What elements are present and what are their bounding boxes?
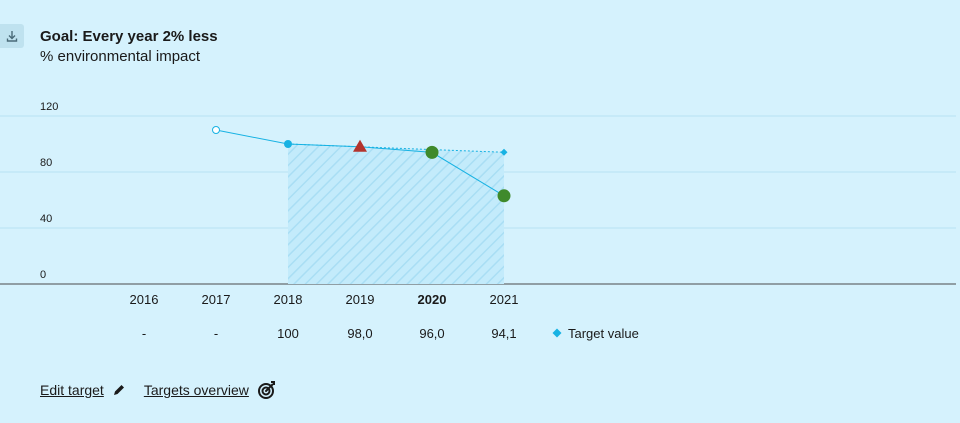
pencil-icon	[112, 383, 126, 397]
data-point-circle	[497, 189, 511, 203]
target-value-cell: 96,0	[419, 326, 444, 341]
target-value-cell: 100	[277, 326, 299, 341]
data-point	[284, 140, 292, 148]
x-tick-label: 2019	[346, 292, 375, 307]
download-button[interactable]	[0, 24, 24, 48]
target-band	[288, 144, 504, 284]
x-tick-label: 2020	[418, 292, 447, 307]
target-value-cell: 98,0	[347, 326, 372, 341]
legend-diamond-icon	[552, 328, 562, 338]
chart-subtitle: % environmental impact	[40, 48, 201, 65]
y-tick-label: 80	[40, 157, 52, 169]
target-point-marker	[500, 148, 508, 156]
y-tick-label: 40	[40, 213, 52, 225]
target-value-cell: -	[214, 326, 218, 341]
data-point	[212, 126, 220, 134]
edit-target-label: Edit target	[40, 382, 104, 398]
target-value-cell: -	[142, 326, 146, 341]
legend-label: Target value	[568, 326, 639, 341]
y-tick-label: 120	[40, 101, 58, 113]
data-point-circle	[425, 145, 439, 159]
footer-links: Edit target Targets overview	[40, 380, 295, 400]
x-tick-label: 2018	[274, 292, 303, 307]
x-tick-label: 2017	[202, 292, 231, 307]
targets-overview-label: Targets overview	[143, 382, 249, 398]
target-icon	[257, 380, 277, 400]
targets-overview-link[interactable]: Targets overview	[144, 380, 277, 400]
chart-title: Goal: Every year 2% less	[40, 28, 218, 45]
x-tick-label: 2021	[490, 292, 519, 307]
y-tick-label: 0	[40, 269, 46, 281]
target-value-cell: 94,1	[491, 326, 516, 341]
data-point-triangle	[353, 139, 367, 152]
edit-target-link[interactable]: Edit target	[40, 382, 126, 398]
download-icon	[6, 31, 18, 42]
x-tick-label: 2016	[130, 292, 159, 307]
